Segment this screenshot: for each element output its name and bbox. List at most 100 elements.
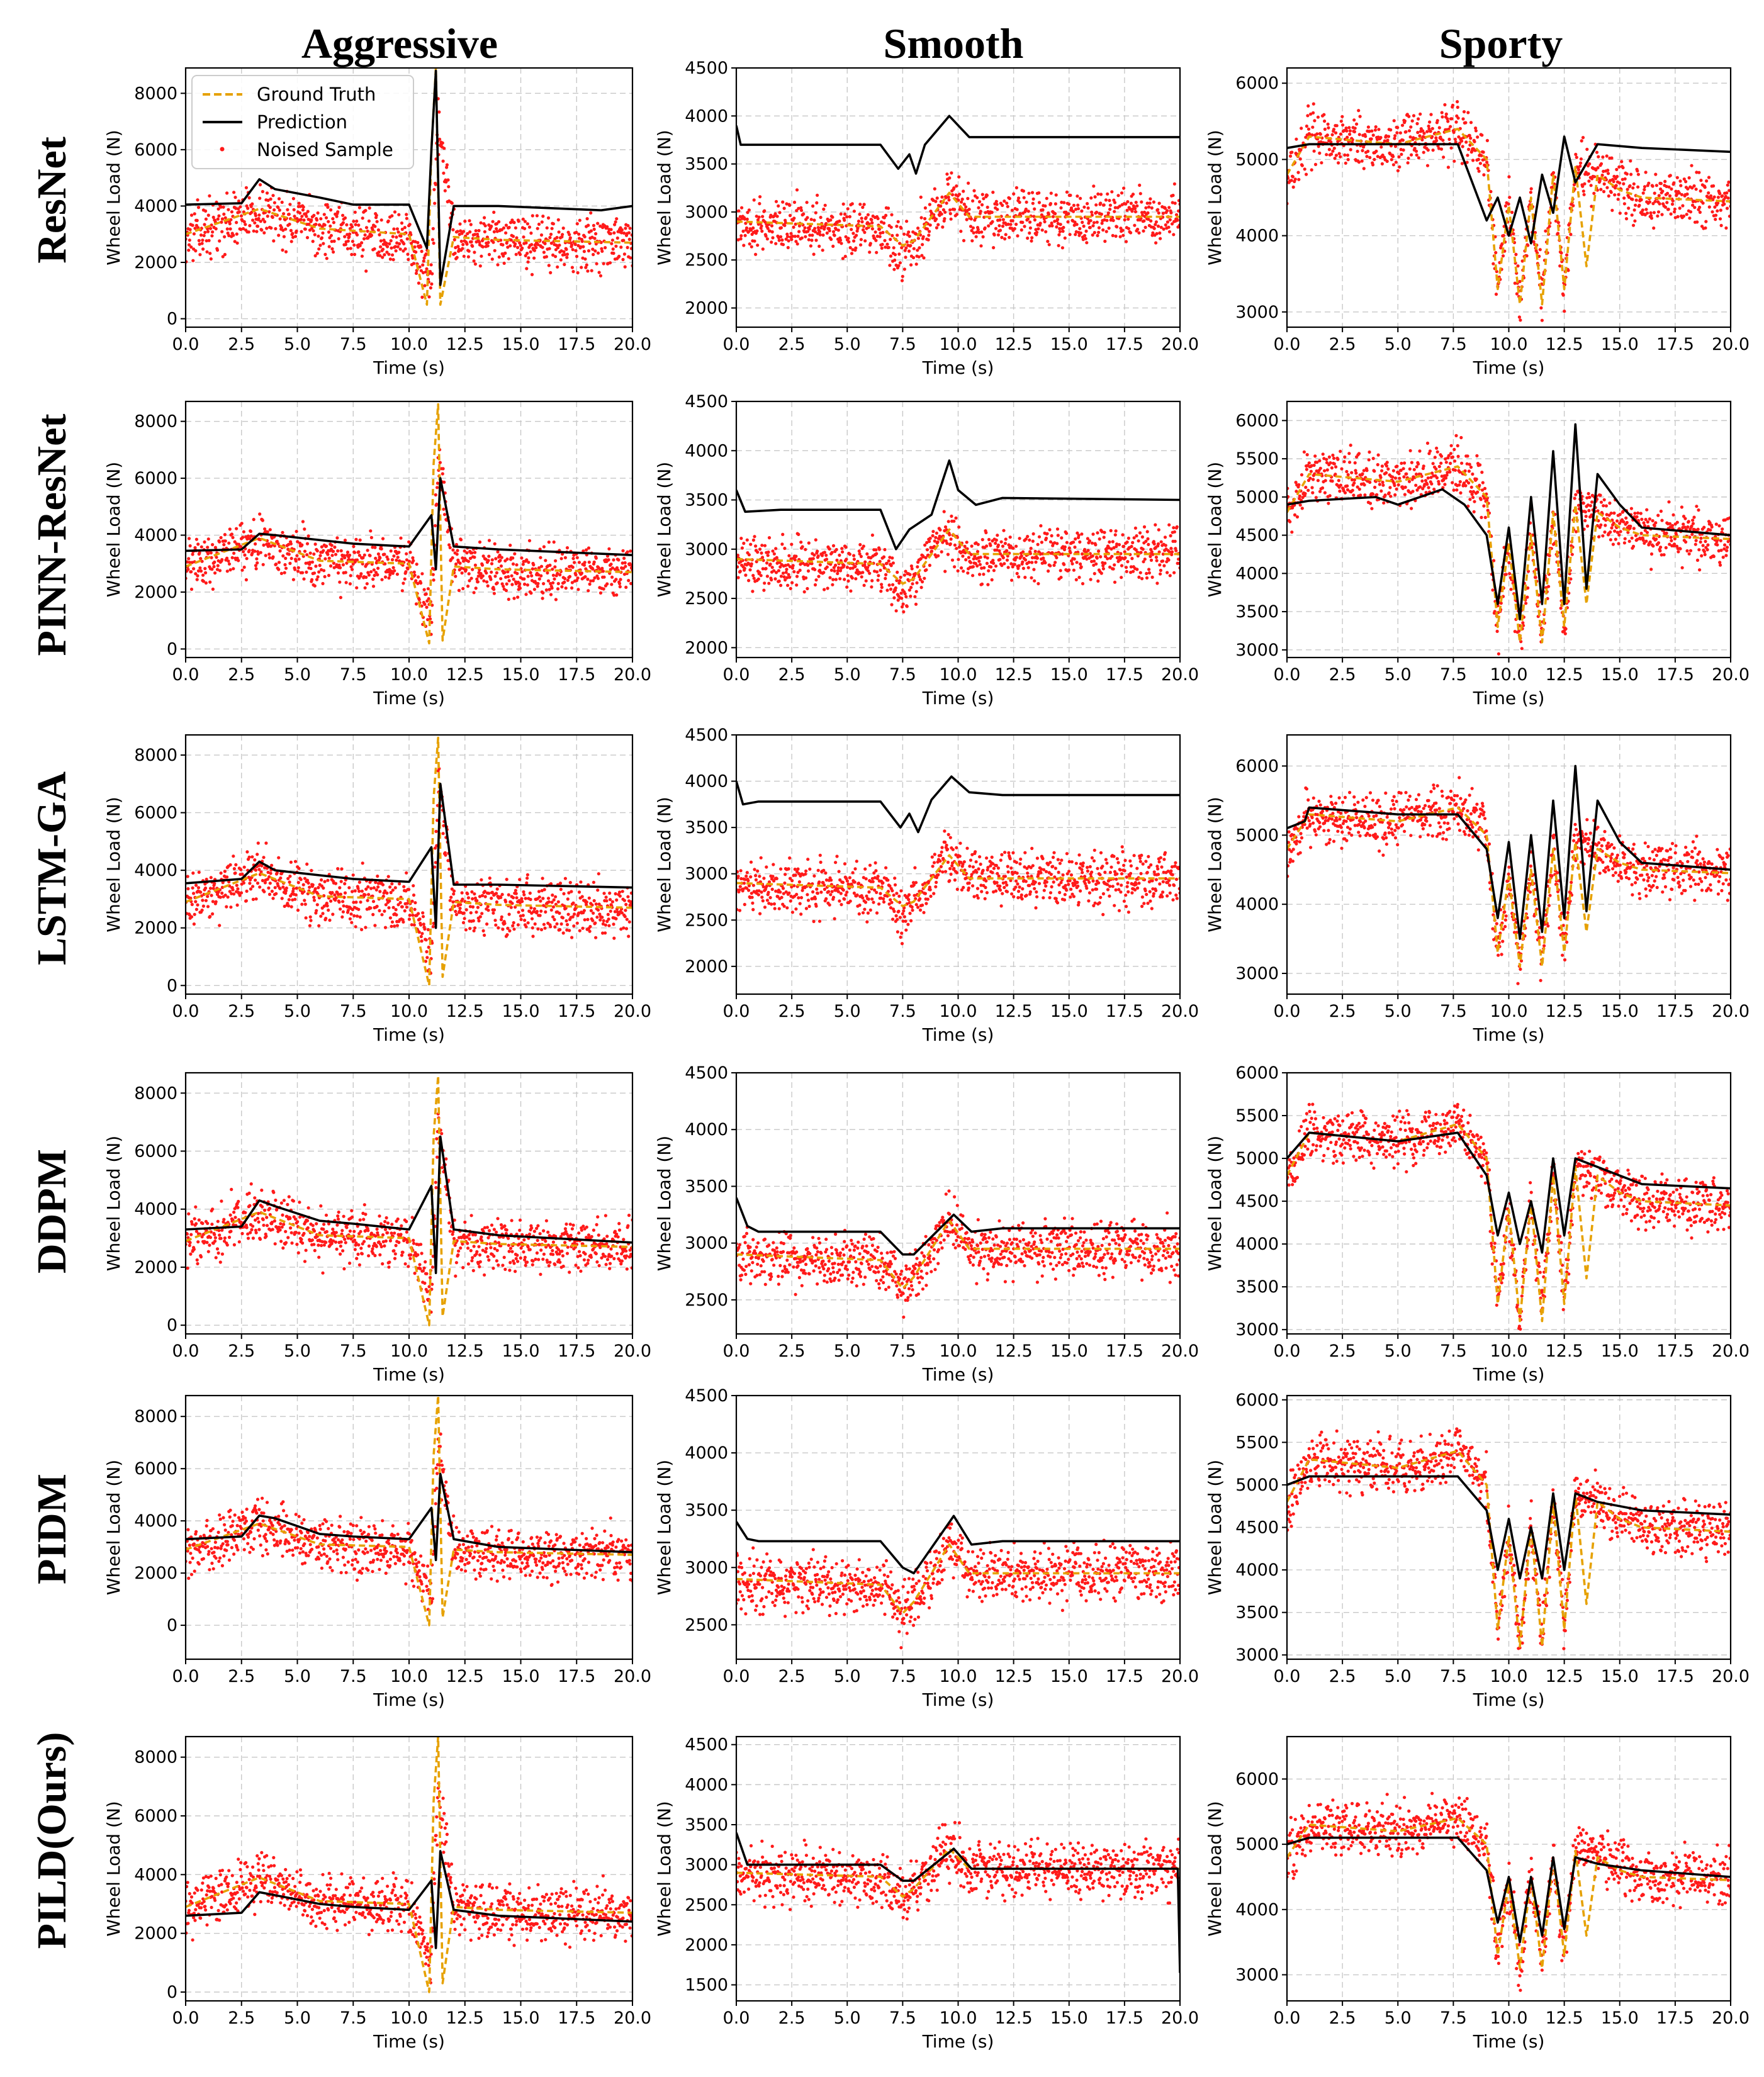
noised-sample-point xyxy=(265,191,269,195)
noised-sample-point xyxy=(437,110,441,114)
noised-sample-point xyxy=(1685,213,1688,216)
noised-sample-point xyxy=(604,246,607,250)
noised-sample-point xyxy=(767,550,770,554)
row-title-pild-ours: PILD(Ours) xyxy=(29,1732,75,1949)
noised-sample-point xyxy=(242,550,245,554)
noised-sample-point xyxy=(258,183,262,187)
noised-sample-point xyxy=(1108,203,1112,207)
noised-sample-point xyxy=(1290,530,1294,534)
noised-sample-point xyxy=(791,564,795,568)
noised-sample-point xyxy=(621,549,625,552)
noised-sample-point xyxy=(343,556,347,560)
noised-sample-point xyxy=(343,539,347,542)
noised-sample-point xyxy=(490,570,493,574)
noised-sample-point xyxy=(1001,556,1005,560)
noised-sample-point xyxy=(246,206,250,210)
noised-sample-point xyxy=(544,255,549,259)
noised-sample-point xyxy=(1124,240,1128,244)
noised-sample-point xyxy=(1565,253,1569,257)
noised-sample-point xyxy=(442,513,447,517)
noised-sample-point xyxy=(433,201,437,205)
noised-sample-point xyxy=(581,549,585,553)
noised-sample-point xyxy=(476,580,480,584)
noised-sample-point xyxy=(431,227,435,230)
noised-sample-point xyxy=(1166,220,1169,224)
noised-sample-point xyxy=(948,208,952,212)
noised-sample-point xyxy=(1581,136,1585,140)
noised-sample-point xyxy=(210,568,214,571)
noised-sample-point xyxy=(980,582,984,586)
noised-sample-point xyxy=(769,213,773,217)
noised-sample-point xyxy=(568,233,571,237)
x-axis-label: Time (s) xyxy=(1473,357,1545,378)
noised-sample-point xyxy=(611,247,615,251)
noised-sample-point xyxy=(997,549,1001,553)
noised-sample-point xyxy=(419,581,423,585)
noised-sample-point xyxy=(1675,176,1679,179)
noised-sample-point xyxy=(510,583,514,586)
noised-sample-point xyxy=(414,271,419,275)
noised-sample-point xyxy=(1028,552,1032,556)
noised-sample-point xyxy=(459,229,463,233)
noised-sample-point xyxy=(811,204,815,208)
noised-sample-point xyxy=(1615,167,1619,171)
noised-sample-point xyxy=(360,254,364,258)
noised-sample-point xyxy=(474,586,478,590)
noised-sample-point xyxy=(468,556,473,561)
noised-sample-point xyxy=(770,230,774,234)
noised-sample-point xyxy=(1169,547,1173,551)
noised-sample-point xyxy=(839,212,843,216)
noised-sample-point xyxy=(295,216,299,220)
noised-sample-point xyxy=(1050,221,1053,225)
noised-sample-point xyxy=(784,564,787,568)
x-tick-label: 12.5 xyxy=(995,665,1033,685)
noised-sample-point xyxy=(846,574,850,578)
noised-sample-point xyxy=(1712,184,1716,188)
noised-sample-point xyxy=(930,549,934,553)
noised-sample-point xyxy=(310,578,314,582)
noised-sample-point xyxy=(258,512,262,516)
noised-sample-point xyxy=(836,228,840,232)
noised-sample-point xyxy=(1021,560,1025,564)
noised-sample-point xyxy=(829,218,833,222)
noised-sample-point xyxy=(532,563,536,567)
noised-sample-point xyxy=(1684,180,1688,184)
noised-sample-point xyxy=(216,217,220,221)
noised-sample-point xyxy=(874,548,878,552)
noised-sample-point xyxy=(1391,163,1395,167)
noised-sample-point xyxy=(198,253,202,257)
noised-sample-point xyxy=(1325,461,1329,464)
y-tick-label: 0 xyxy=(167,639,177,659)
noised-sample-point xyxy=(1090,541,1094,545)
noised-sample-point xyxy=(895,579,899,583)
noised-sample-point xyxy=(1456,100,1459,104)
noised-sample-point xyxy=(515,563,519,567)
noised-sample-point xyxy=(1707,205,1711,209)
noised-sample-point xyxy=(823,551,826,554)
noised-sample-point xyxy=(1627,206,1631,210)
prediction-line xyxy=(186,477,632,571)
noised-sample-point xyxy=(350,252,354,257)
noised-sample-point xyxy=(235,221,239,225)
noised-sample-point xyxy=(613,223,617,227)
subplot-r0-c1: 0.0 2.5 5.0 7.5 10.0 12.5 15.0 17.5 20.020002500… xyxy=(654,59,1199,378)
noised-sample-point xyxy=(1090,559,1094,564)
noised-sample-point xyxy=(337,237,340,241)
noised-sample-point xyxy=(330,544,334,547)
noised-sample-point xyxy=(514,226,518,230)
noised-sample-point xyxy=(754,252,758,256)
noised-sample-point xyxy=(1321,452,1325,456)
noised-sample-point xyxy=(1001,224,1005,228)
noised-sample-point xyxy=(443,189,447,193)
noised-sample-point xyxy=(1059,206,1063,210)
noised-sample-point xyxy=(473,233,477,237)
noised-sample-point xyxy=(877,574,880,578)
noised-sample-point xyxy=(286,542,291,547)
x-axis-label: Time (s) xyxy=(922,357,994,378)
noised-sample-point xyxy=(913,595,917,598)
noised-sample-point xyxy=(1152,227,1156,230)
noised-sample-point xyxy=(200,559,204,563)
row-title-resnet: ResNet xyxy=(29,137,75,264)
noised-sample-point xyxy=(916,249,919,252)
y-tick-label: 8000 xyxy=(134,412,177,432)
